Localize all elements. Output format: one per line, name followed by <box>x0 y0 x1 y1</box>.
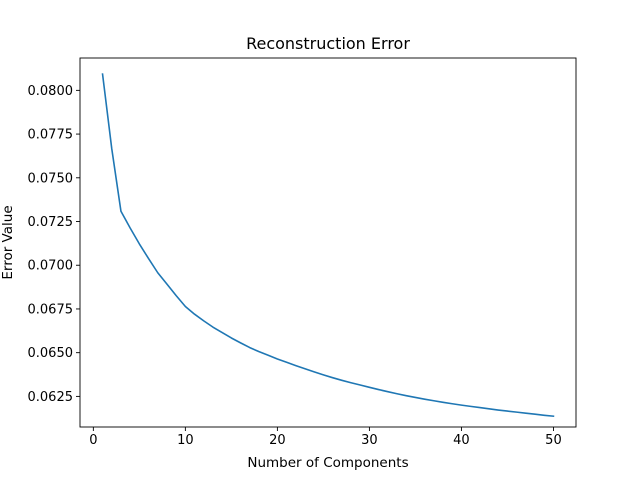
x-tick-label: 10 <box>177 433 194 448</box>
y-axis-label: Error Value <box>0 205 16 279</box>
y-tick-label: 0.0675 <box>28 302 74 317</box>
y-tick-label: 0.0625 <box>28 390 74 405</box>
y-tick-label: 0.0800 <box>28 84 74 99</box>
x-tick-label: 20 <box>269 433 286 448</box>
y-tick-label: 0.0775 <box>28 128 74 143</box>
y-tick-label: 0.0750 <box>28 171 74 186</box>
y-tick-label: 0.0700 <box>28 259 74 274</box>
series-line <box>101 73 555 418</box>
x-axis: 0 10 20 30 40 50 <box>89 427 562 448</box>
y-tick-label: 0.0725 <box>28 215 74 230</box>
y-tick-label: 0.0650 <box>28 346 74 361</box>
x-tick-label: 30 <box>361 433 378 448</box>
y-axis: 0.0625 0.0650 0.0675 0.0700 0.0725 0.0750 0.07… <box>28 84 80 405</box>
x-axis-label: Number of Components <box>247 455 408 471</box>
x-tick-label: 40 <box>453 433 470 448</box>
chart-title: Reconstruction Error <box>246 34 410 53</box>
x-tick-label: 0 <box>89 433 97 448</box>
x-tick-label: 50 <box>545 433 562 448</box>
plot-area-frame <box>79 57 577 428</box>
